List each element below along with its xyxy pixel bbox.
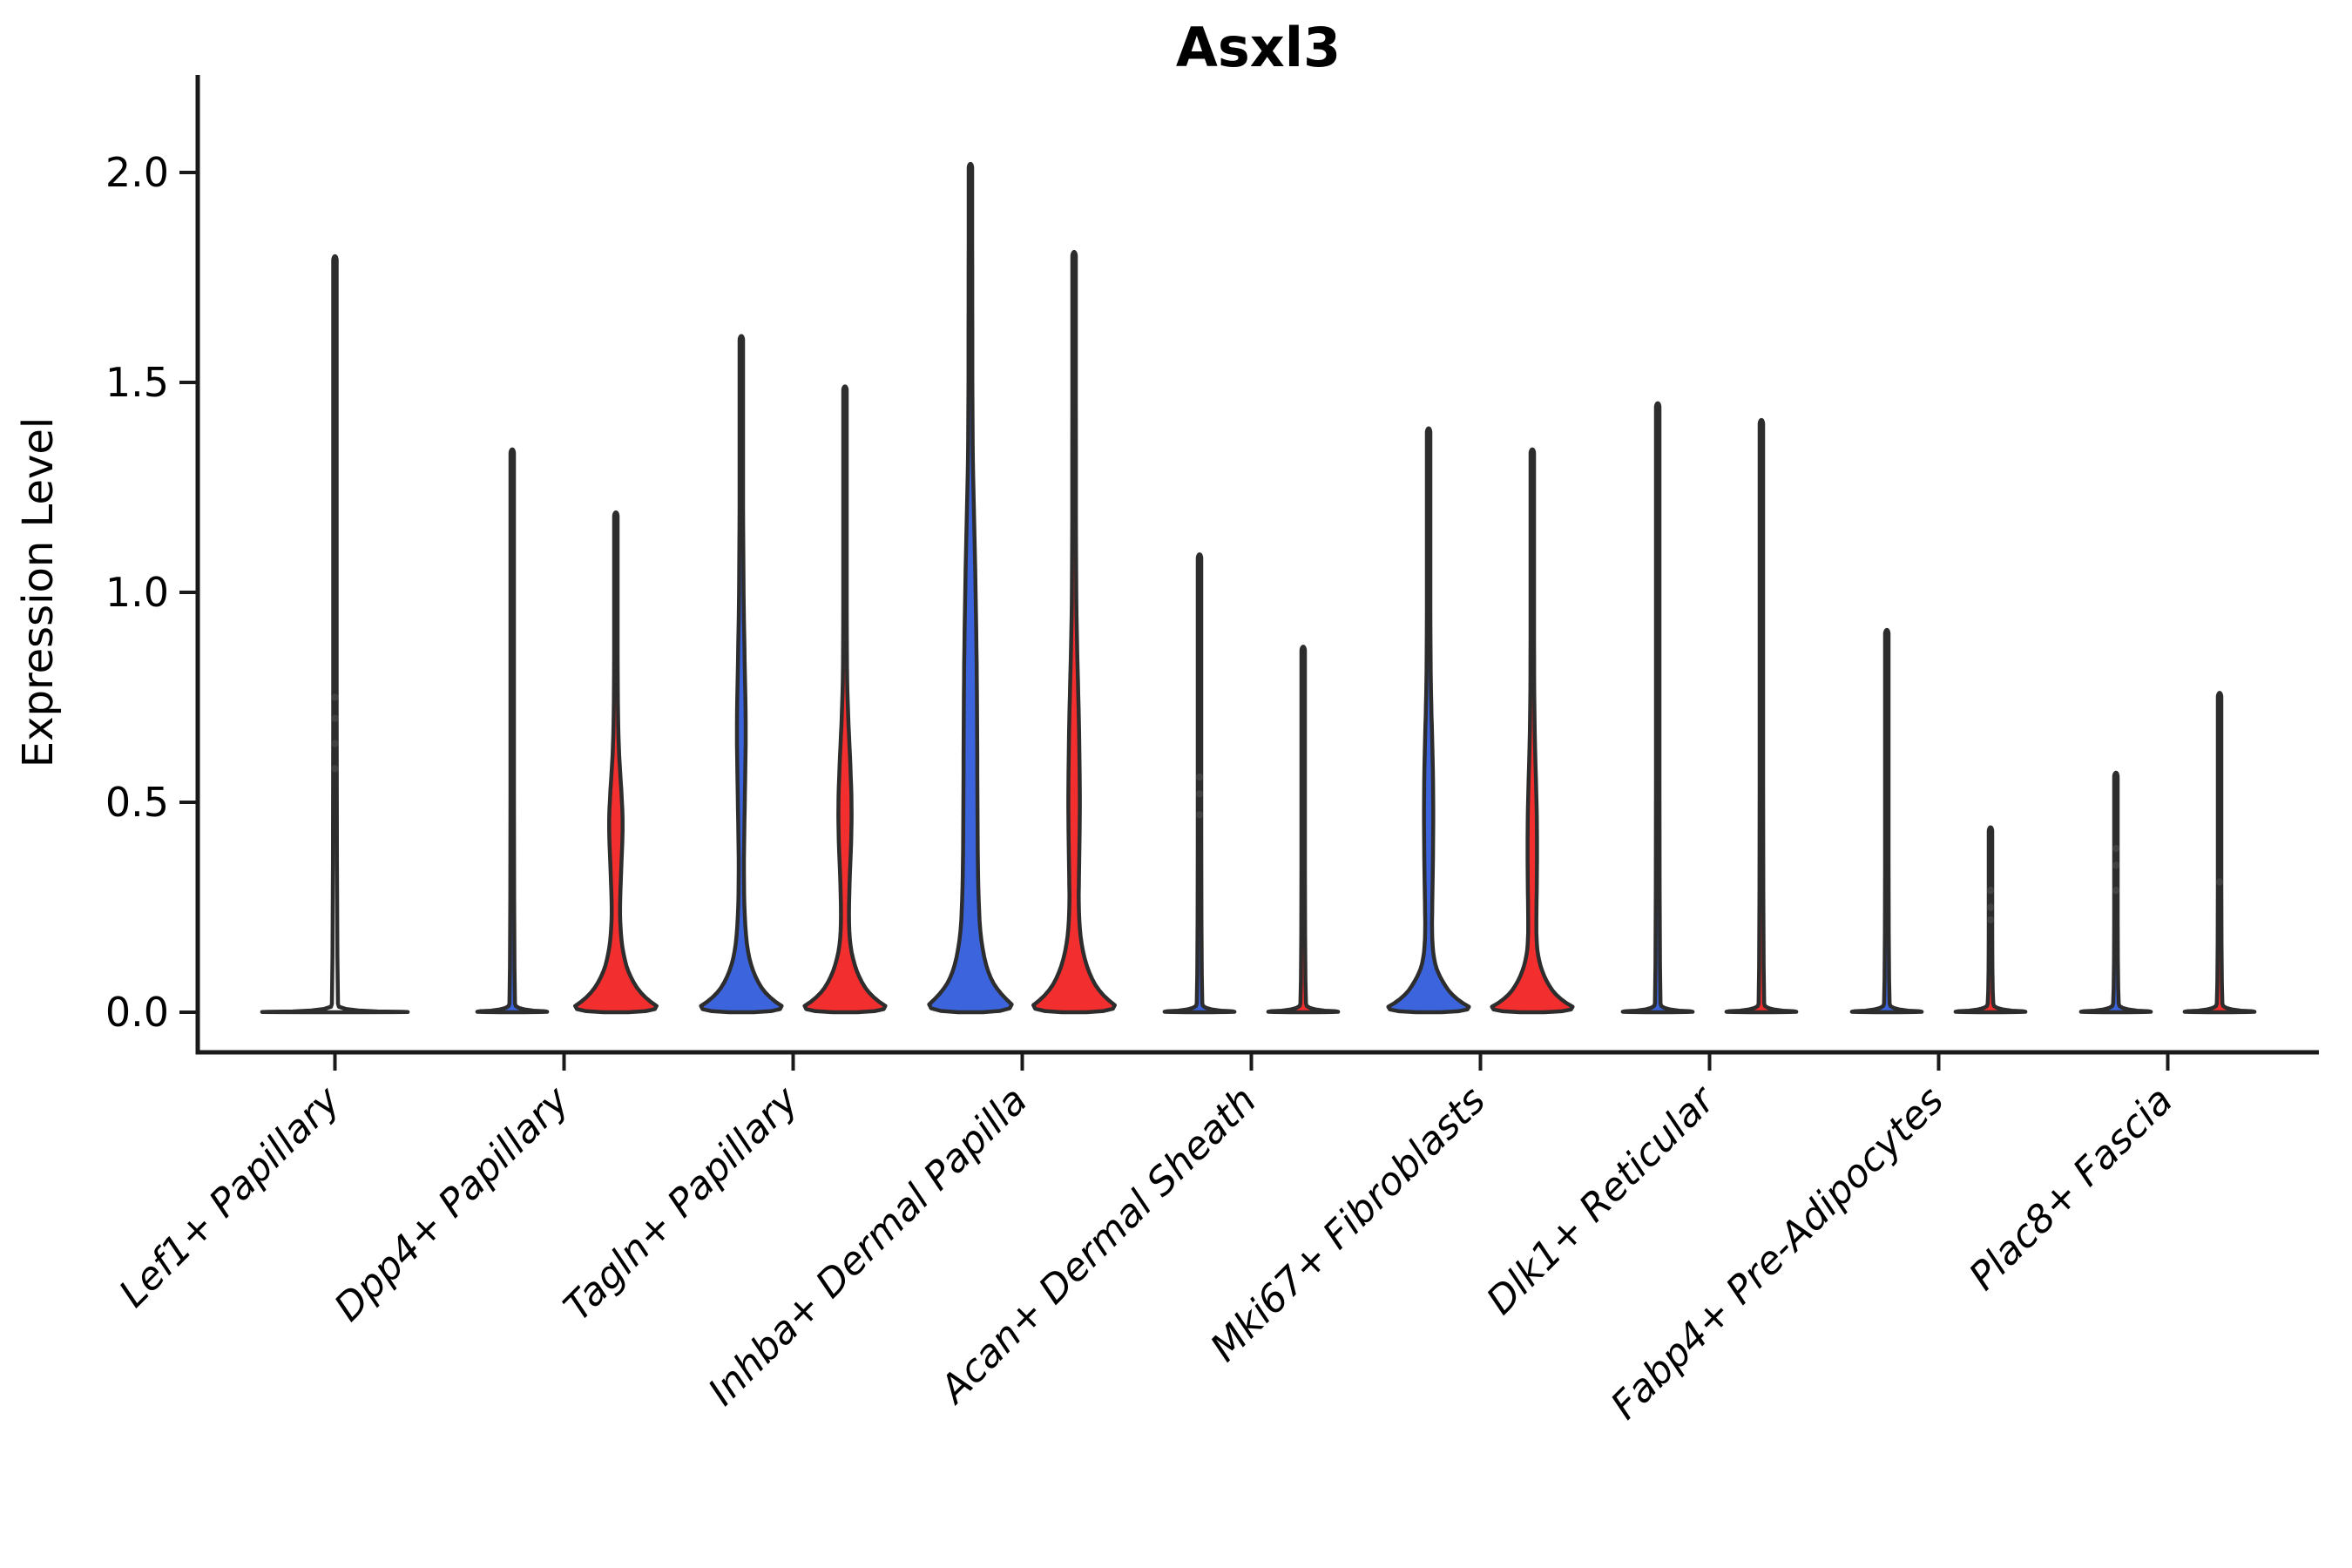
y-axis-label: Expression Level: [14, 416, 63, 768]
violin-inhba-red: [1031, 250, 1117, 1015]
violin-tagln-red: [802, 384, 888, 1015]
violin-acan-blue: [1162, 552, 1237, 1015]
jitter-dot: [1195, 811, 1204, 819]
violin-acan-red: [1266, 645, 1341, 1015]
jitter-dot: [331, 714, 339, 722]
violin-dpp4-blue: [475, 447, 550, 1015]
jitter-dot: [331, 740, 339, 747]
violin-dpp4-red: [573, 510, 659, 1015]
jitter-dot: [1986, 887, 1995, 895]
jitter-dot: [1986, 916, 1995, 924]
jitter-dot: [2112, 862, 2120, 869]
violin-plac8-red: [2182, 691, 2257, 1015]
y-tick-label: 0.5: [105, 779, 169, 826]
violin-tagln-blue: [699, 334, 784, 1015]
jitter-dot: [2215, 878, 2224, 886]
violin-lef1-none: [260, 253, 410, 1015]
violin-mki67-red: [1490, 447, 1575, 1015]
jitter-dot: [2112, 844, 2120, 853]
violin-fabp4-blue: [1849, 627, 1924, 1015]
violin-dlk1-red: [1724, 417, 1799, 1015]
violin-dlk1-blue: [1620, 401, 1695, 1015]
jitter-dot: [1195, 790, 1204, 798]
x-tick-label: Dlk1+ Reticular: [1478, 1077, 1725, 1323]
y-tick-label: 0.0: [105, 989, 169, 1036]
x-tick-label: Tagln+ Papillary: [556, 1078, 808, 1329]
x-tick-label: Plac8+ Fascia: [1961, 1078, 2181, 1299]
jitter-dot: [1986, 903, 1995, 911]
x-tick-label: Dpp4+ Papillary: [326, 1078, 578, 1330]
jitter-dot: [2112, 887, 2120, 895]
y-tick-label: 1.0: [105, 569, 169, 616]
violin-inhba-blue: [927, 161, 1014, 1015]
y-tick-label: 1.5: [105, 359, 169, 406]
y-tick-label: 2.0: [105, 149, 169, 196]
x-tick-label: Lef1+ Papillary: [111, 1078, 349, 1316]
plot-title: Asxl3: [1175, 16, 1342, 79]
violin-mki67-blue: [1386, 426, 1471, 1015]
jitter-dot: [1195, 773, 1204, 781]
jitter-dot: [331, 693, 339, 701]
jitter-dot: [331, 765, 339, 773]
